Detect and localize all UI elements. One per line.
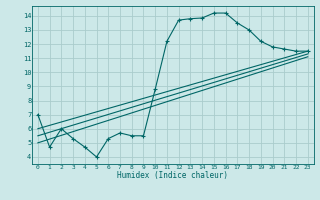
X-axis label: Humidex (Indice chaleur): Humidex (Indice chaleur): [117, 171, 228, 180]
